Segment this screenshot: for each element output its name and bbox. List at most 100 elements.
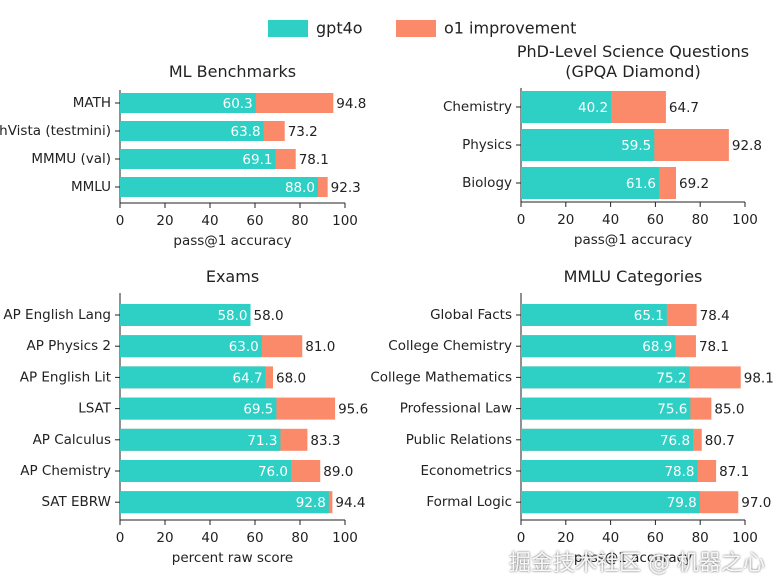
bar — [521, 91, 612, 123]
value-label: 58.0 — [254, 308, 284, 324]
value-label: 76.0 — [258, 464, 288, 480]
value-label: 98.1 — [744, 370, 774, 386]
x-tick-label: 40 — [201, 530, 218, 546]
value-label: 92.3 — [331, 180, 361, 196]
y-tick-label: College Mathematics — [370, 369, 512, 385]
bar — [521, 491, 700, 514]
bar — [521, 129, 655, 161]
value-label: 76.8 — [660, 433, 690, 449]
x-tick-label: 0 — [116, 530, 125, 546]
x-tick-label: 100 — [732, 530, 758, 546]
bar — [120, 304, 251, 326]
x-tick-label: 40 — [602, 530, 619, 546]
bar — [120, 397, 277, 420]
value-label: 81.0 — [305, 339, 335, 355]
value-label: 80.7 — [705, 433, 735, 449]
value-label: 94.8 — [336, 96, 366, 112]
value-label: 61.6 — [626, 176, 656, 192]
value-label: 59.5 — [621, 138, 651, 154]
bar — [120, 366, 266, 389]
value-label: 71.3 — [247, 433, 277, 449]
value-label: 75.6 — [657, 402, 687, 418]
bar — [120, 121, 264, 141]
x-tick-label: 80 — [291, 530, 308, 546]
chart-title: PhD-Level Science Questions (GPQA Diamon… — [516, 42, 750, 81]
value-label: 87.1 — [719, 464, 749, 480]
value-label: 69.5 — [243, 402, 273, 418]
value-label: 63.8 — [230, 124, 260, 140]
value-label: 73.2 — [288, 124, 318, 140]
bar — [120, 335, 262, 358]
y-tick-label: Professional Law — [400, 401, 512, 417]
value-label: 68.0 — [276, 370, 306, 386]
bar — [120, 491, 329, 514]
x-tick-label: 80 — [692, 212, 709, 228]
y-tick-label: Chemistry — [443, 99, 512, 115]
bar — [120, 93, 256, 113]
x-tick-label: 0 — [116, 213, 125, 229]
value-label: 83.3 — [310, 433, 340, 449]
y-tick-label: Physics — [462, 137, 512, 153]
value-label: 94.4 — [335, 495, 365, 511]
value-label: 69.1 — [242, 152, 272, 168]
x-tick-label: 20 — [156, 213, 173, 229]
legend-swatch — [396, 20, 436, 37]
bar — [521, 460, 698, 482]
x-tick-label: 40 — [201, 213, 218, 229]
value-label: 92.8 — [296, 495, 326, 511]
y-tick-label: AP English Lang — [3, 307, 111, 323]
y-tick-label: Formal Logic — [426, 494, 512, 510]
y-tick-label: Econometrics — [420, 463, 512, 479]
bar — [120, 177, 318, 197]
legend-label: gpt4o — [316, 19, 363, 38]
value-label: 89.0 — [323, 464, 353, 480]
value-label: 64.7 — [669, 100, 699, 116]
value-label: 79.8 — [667, 495, 697, 511]
x-tick-label: 20 — [557, 530, 574, 546]
bar — [521, 335, 676, 358]
chart-title: Exams — [205, 267, 260, 286]
x-tick-label: 100 — [332, 530, 358, 546]
value-label: 78.1 — [299, 152, 329, 168]
x-tick-label: 100 — [732, 212, 758, 228]
x-tick-label: 60 — [647, 212, 664, 228]
x-tick-label: 80 — [291, 213, 308, 229]
y-tick-label: AP Calculus — [33, 432, 111, 448]
x-tick-label: 0 — [517, 530, 526, 546]
x-axis-label: percent raw score — [172, 550, 293, 566]
y-tick-label: MathVista (testmini) — [0, 123, 111, 139]
legend-label: o1 improvement — [444, 19, 576, 38]
value-label: 65.1 — [634, 308, 664, 324]
bar — [521, 397, 691, 420]
value-label: 92.8 — [732, 138, 762, 154]
y-tick-label: LSAT — [78, 401, 112, 417]
bar — [120, 149, 276, 169]
legend-swatch — [268, 20, 308, 37]
x-tick-label: 20 — [156, 530, 173, 546]
value-label: 40.2 — [578, 100, 608, 116]
x-tick-label: 60 — [246, 530, 263, 546]
y-tick-label: MMLU — [71, 179, 111, 195]
bar — [521, 304, 667, 326]
bar — [120, 460, 291, 482]
x-axis-label: pass@1 accuracy — [574, 232, 692, 248]
value-label: 68.9 — [642, 339, 672, 355]
chart-title: ML Benchmarks — [168, 62, 297, 81]
value-label: 58.0 — [217, 308, 247, 324]
value-label: 63.0 — [229, 339, 259, 355]
value-label: 75.2 — [656, 370, 686, 386]
x-axis-label: pass@1 accuracy — [574, 550, 692, 566]
value-label: 69.2 — [679, 176, 709, 192]
x-tick-label: 60 — [647, 530, 664, 546]
chart-title: MMLU Categories — [563, 267, 703, 286]
y-tick-label: Global Facts — [430, 307, 512, 323]
y-tick-label: AP Physics 2 — [27, 338, 111, 354]
y-tick-label: Public Relations — [406, 432, 512, 448]
x-tick-label: 0 — [517, 212, 526, 228]
y-tick-label: College Chemistry — [388, 338, 512, 354]
x-tick-label: 100 — [332, 213, 358, 229]
x-tick-label: 20 — [557, 212, 574, 228]
x-tick-label: 60 — [246, 213, 263, 229]
